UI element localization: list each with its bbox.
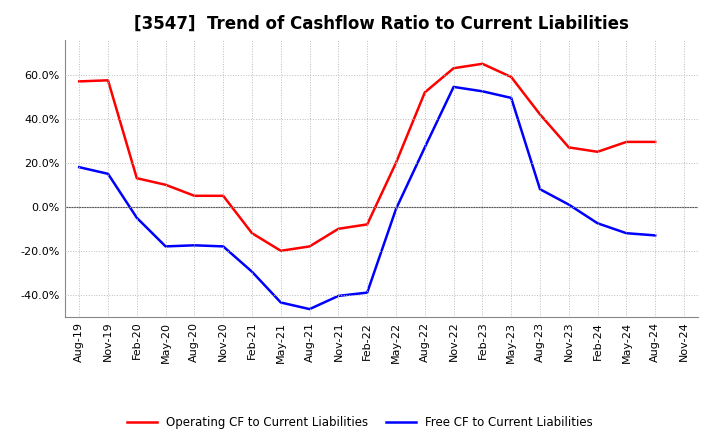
Line: Operating CF to Current Liabilities: Operating CF to Current Liabilities <box>79 64 655 251</box>
Title: [3547]  Trend of Cashflow Ratio to Current Liabilities: [3547] Trend of Cashflow Ratio to Curren… <box>134 15 629 33</box>
Operating CF to Current Liabilities <box>478 61 487 66</box>
Free CF to Current Liabilities <box>478 88 487 94</box>
Operating CF to Current Liabilities <box>161 182 170 187</box>
Free CF to Current Liabilities <box>651 233 660 238</box>
Free CF to Current Liabilities <box>190 242 199 248</box>
Free CF to Current Liabilities <box>392 206 400 212</box>
Free CF to Current Liabilities <box>104 171 112 176</box>
Free CF to Current Liabilities <box>219 244 228 249</box>
Operating CF to Current Liabilities <box>420 90 429 95</box>
Operating CF to Current Liabilities <box>276 248 285 253</box>
Free CF to Current Liabilities <box>536 187 544 192</box>
Free CF to Current Liabilities <box>507 95 516 100</box>
Free CF to Current Liabilities <box>75 165 84 170</box>
Operating CF to Current Liabilities <box>593 149 602 154</box>
Legend: Operating CF to Current Liabilities, Free CF to Current Liabilities: Operating CF to Current Liabilities, Fre… <box>122 412 598 434</box>
Operating CF to Current Liabilities <box>536 112 544 117</box>
Free CF to Current Liabilities <box>161 244 170 249</box>
Operating CF to Current Liabilities <box>190 193 199 198</box>
Operating CF to Current Liabilities <box>651 139 660 144</box>
Operating CF to Current Liabilities <box>248 231 256 236</box>
Operating CF to Current Liabilities <box>564 145 573 150</box>
Free CF to Current Liabilities <box>564 202 573 207</box>
Operating CF to Current Liabilities <box>104 77 112 83</box>
Operating CF to Current Liabilities <box>132 176 141 181</box>
Free CF to Current Liabilities <box>449 84 458 89</box>
Operating CF to Current Liabilities <box>75 79 84 84</box>
Line: Free CF to Current Liabilities: Free CF to Current Liabilities <box>79 87 655 309</box>
Free CF to Current Liabilities <box>305 306 314 312</box>
Free CF to Current Liabilities <box>420 145 429 150</box>
Free CF to Current Liabilities <box>276 300 285 305</box>
Free CF to Current Liabilities <box>593 220 602 226</box>
Free CF to Current Liabilities <box>334 293 343 298</box>
Operating CF to Current Liabilities <box>334 226 343 231</box>
Operating CF to Current Liabilities <box>507 74 516 80</box>
Operating CF to Current Liabilities <box>392 160 400 165</box>
Free CF to Current Liabilities <box>132 215 141 220</box>
Operating CF to Current Liabilities <box>622 139 631 144</box>
Operating CF to Current Liabilities <box>305 244 314 249</box>
Operating CF to Current Liabilities <box>219 193 228 198</box>
Free CF to Current Liabilities <box>622 231 631 236</box>
Free CF to Current Liabilities <box>248 269 256 275</box>
Free CF to Current Liabilities <box>363 290 372 295</box>
Operating CF to Current Liabilities <box>449 66 458 71</box>
Operating CF to Current Liabilities <box>363 222 372 227</box>
